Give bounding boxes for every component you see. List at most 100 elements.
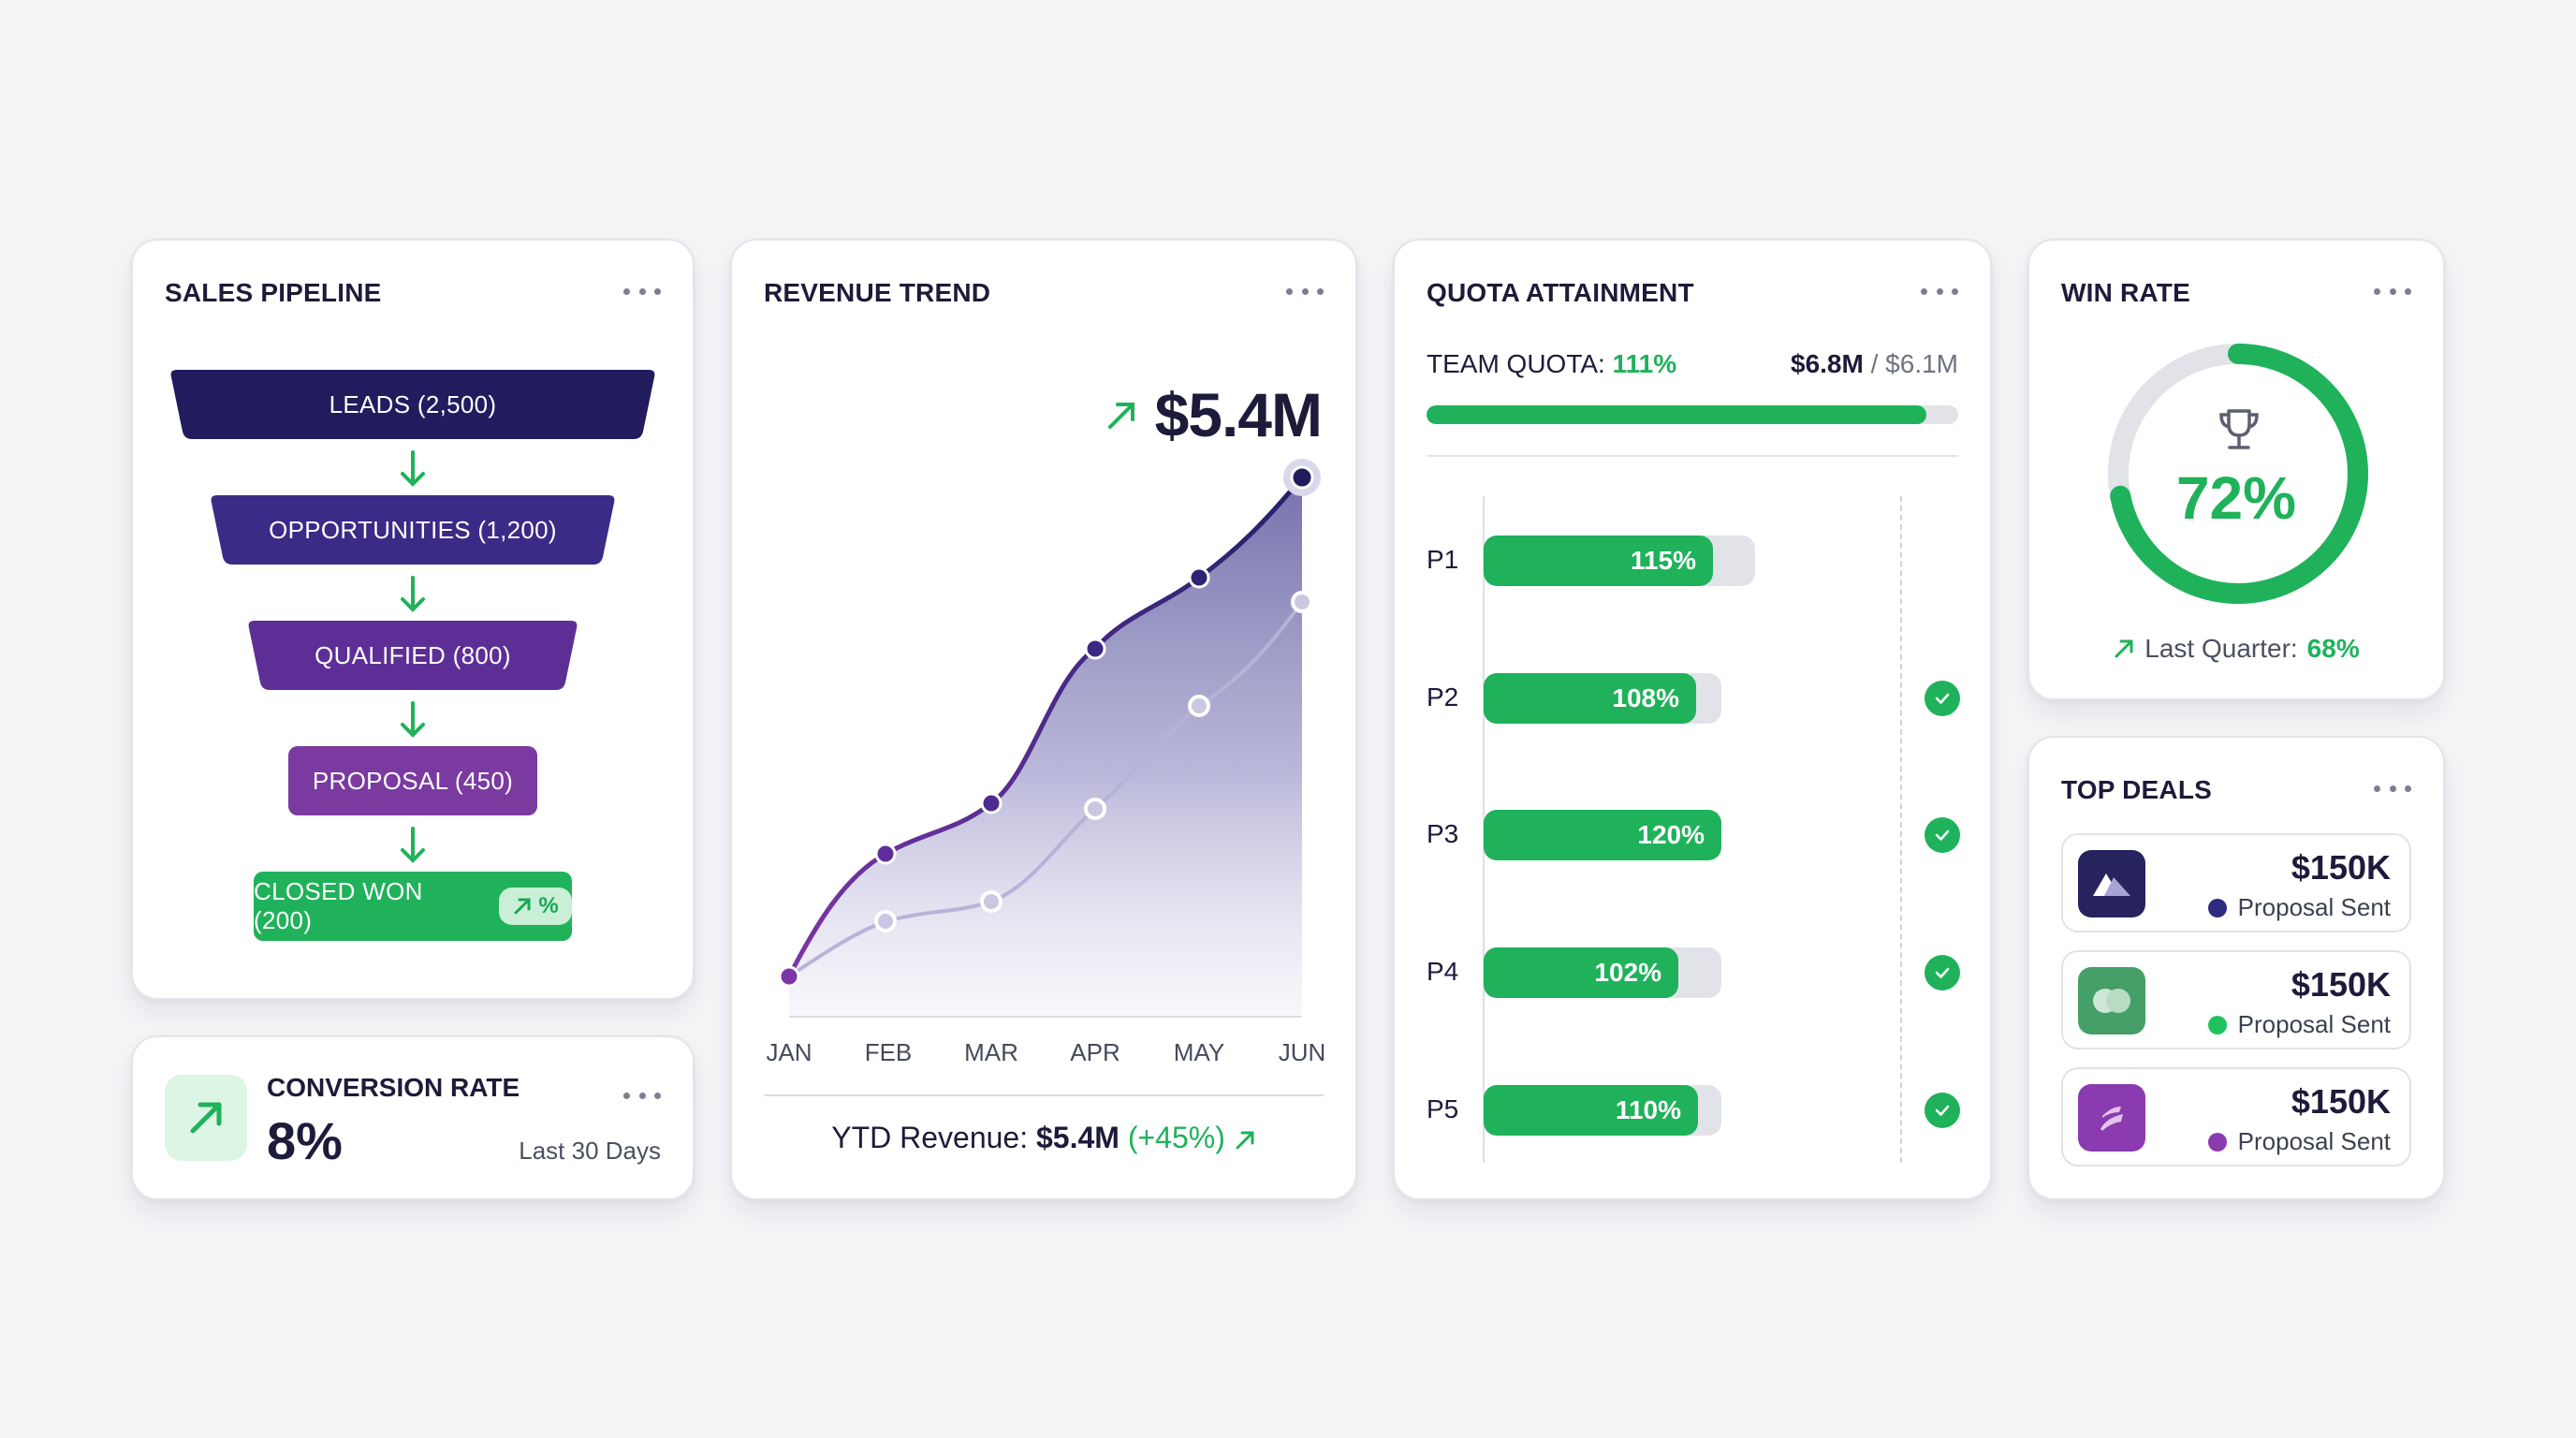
- dot-icon: [1921, 287, 1927, 295]
- trend-up-icon: [190, 1102, 222, 1134]
- x-tick-label: MAY: [1173, 1038, 1225, 1066]
- bar-fill: 115%: [1484, 536, 1713, 586]
- bar-value: 115%: [1630, 546, 1696, 575]
- current-points: [778, 459, 1321, 988]
- more-options-button[interactable]: [623, 1084, 661, 1107]
- more-options-button[interactable]: [1286, 280, 1324, 302]
- conversion-value: 8%: [267, 1111, 343, 1170]
- dot-icon: [654, 1092, 661, 1099]
- status-dot: [2207, 1015, 2227, 1034]
- status-dot: [2207, 898, 2227, 917]
- dot-icon: [2374, 785, 2380, 792]
- divider: [1427, 455, 1958, 457]
- funnel-stage-opportunities[interactable]: OPPORTUNITIES (1,200): [210, 495, 616, 565]
- revenue-line-chart: [778, 459, 1321, 1018]
- ytd-value: $5.4M: [1036, 1121, 1120, 1154]
- more-options-button[interactable]: [623, 280, 661, 302]
- card-title: QUOTA ATTAINMENT: [1427, 278, 1694, 307]
- badge-text: %: [538, 893, 559, 918]
- deal-item[interactable]: $150K Proposal Sent: [2061, 1067, 2411, 1167]
- trend-up-icon: [1107, 403, 1134, 429]
- funnel-stage-leads[interactable]: LEADS (2,500): [169, 370, 656, 439]
- funnel-shape: [211, 495, 615, 565]
- divider: [764, 1094, 1324, 1096]
- deal-amount: $150K: [2291, 848, 2391, 887]
- ytd-change: (+45%): [1127, 1121, 1225, 1154]
- team-progress-bar: [1427, 405, 1958, 424]
- rep-label: P2: [1427, 682, 1459, 712]
- team-quota-label: TEAM QUOTA:: [1427, 349, 1605, 378]
- team-target: $6.1M: [1885, 349, 1958, 378]
- more-options-button[interactable]: [1921, 280, 1958, 302]
- status-text: Proposal Sent: [2237, 893, 2391, 921]
- arrow-down-icon: [401, 576, 425, 612]
- x-tick-label: JUN: [1278, 1038, 1326, 1066]
- rep-label: P5: [1427, 1094, 1459, 1123]
- rep-row-p3: P3 120%: [1395, 810, 1994, 860]
- dot-icon: [2405, 785, 2411, 792]
- team-actual: $6.8M: [1791, 349, 1864, 378]
- card-title: SALES PIPELINE: [165, 278, 382, 307]
- dot-icon: [2374, 287, 2380, 295]
- deal-status: Proposal Sent: [2207, 893, 2391, 922]
- deal-item[interactable]: $150K Proposal Sent: [2061, 950, 2411, 1049]
- stage-label: LEADS (2,500): [329, 389, 497, 418]
- card-title: WIN RATE: [2061, 278, 2190, 307]
- revenue-headline: $5.4M: [1106, 379, 1323, 450]
- x-tick-label: MAR: [964, 1038, 1018, 1066]
- rep-row-p5: P5 110%: [1395, 1085, 1994, 1136]
- more-options-button[interactable]: [2374, 777, 2411, 800]
- rep-label: P1: [1427, 545, 1459, 574]
- status-text: Proposal Sent: [2237, 1010, 2391, 1038]
- trend-up-tile: [165, 1075, 247, 1161]
- dot-icon: [1317, 287, 1324, 295]
- arrow-down-icon: [401, 827, 425, 863]
- rep-label: P3: [1427, 819, 1459, 848]
- deal-status: Proposal Sent: [2207, 1127, 2391, 1156]
- growth-badge: %: [499, 888, 572, 925]
- revenue-value: $5.4M: [1154, 380, 1323, 449]
- sales-pipeline-card: SALES PIPELINE LEADS (2,500) OPPORTUNITI…: [131, 239, 695, 1000]
- revenue-area: [789, 477, 1302, 1017]
- trend-up-icon: [514, 898, 531, 915]
- funnel-stage-closed-won[interactable]: CLOSED WON (200) %: [254, 872, 572, 941]
- bar-value: 102%: [1594, 958, 1661, 987]
- check-icon: [1925, 681, 1960, 716]
- last-quarter-label: Last Quarter:: [2144, 634, 2298, 663]
- check-icon: [1925, 955, 1960, 990]
- team-progress-fill: [1427, 405, 1926, 424]
- dot-icon: [623, 287, 630, 295]
- win-rate-donut: [2108, 344, 2368, 604]
- separator: /: [1863, 349, 1886, 378]
- dot-icon: [1952, 287, 1958, 295]
- x-tick-label: JAN: [766, 1038, 812, 1066]
- ytd-summary: YTD Revenue: $5.4M (+45%): [732, 1121, 1355, 1155]
- previous-points: [874, 591, 1313, 932]
- dot-icon: [623, 1092, 630, 1099]
- status-text: Proposal Sent: [2237, 1127, 2391, 1155]
- win-rate-value: 72%: [2175, 464, 2297, 532]
- rep-row-p4: P4 102%: [1395, 947, 1994, 998]
- overlap-circles-logo-icon: [2078, 967, 2145, 1034]
- trophy-icon: [2219, 409, 2259, 449]
- funnel-shape: [170, 370, 655, 439]
- bar-value: 110%: [1615, 1095, 1681, 1124]
- last-quarter-value: 68%: [2306, 634, 2360, 663]
- x-tick-label: APR: [1070, 1038, 1120, 1066]
- funnel-stage-proposal[interactable]: PROPOSAL (450): [288, 746, 537, 815]
- top-deals-card: TOP DEALS $150K Proposal Sent $150K Prop…: [2027, 736, 2445, 1200]
- arrow-down-icon: [401, 450, 425, 487]
- win-rate-card: WIN RATE 72% Last Quarter: 68%: [2027, 239, 2445, 700]
- team-quota-summary: TEAM QUOTA: 111% $6.8M / $6.1M: [1427, 349, 1958, 379]
- more-options-button[interactable]: [2374, 280, 2411, 302]
- dot-icon: [2389, 287, 2396, 295]
- revenue-trend-card: REVENUE TREND: [730, 239, 1357, 1200]
- funnel-stage-qualified[interactable]: QUALIFIED (800): [247, 621, 578, 690]
- check-icon: [1925, 817, 1960, 853]
- dot-icon: [638, 1092, 646, 1099]
- team-quota-pct: 111%: [1612, 349, 1677, 378]
- trend-up-icon: [2115, 639, 2133, 658]
- deal-item[interactable]: $150K Proposal Sent: [2061, 833, 2411, 932]
- target-line: [1900, 496, 1902, 1163]
- card-title: CONVERSION RATE: [267, 1073, 520, 1102]
